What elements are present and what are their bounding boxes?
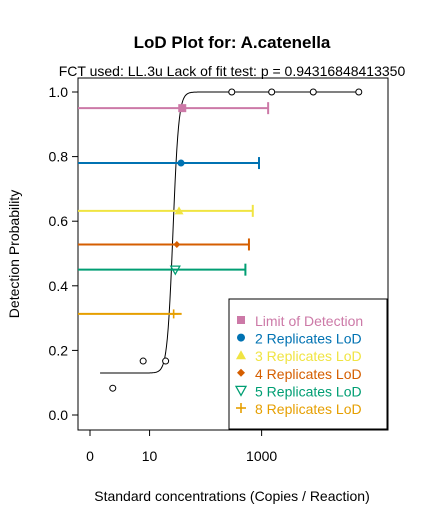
x-axis-title: Standard concentrations (Copies / Reacti… xyxy=(94,488,369,504)
observed-point xyxy=(162,357,170,365)
legend-marker-5 xyxy=(234,385,248,397)
plot-frame xyxy=(77,77,389,431)
y-tick-label: 0.0 xyxy=(49,407,69,423)
y-tick-label: 0.2 xyxy=(49,342,69,358)
lod-series-2-marker xyxy=(177,159,185,167)
legend-marker-4 xyxy=(237,368,245,377)
legend-box xyxy=(228,298,388,430)
y-axis: 0.0 0.2 0.4 0.6 0.8 1.0 xyxy=(49,84,78,423)
observed-point xyxy=(268,88,276,96)
legend-label-3: 3 Replicates LoD xyxy=(255,348,362,364)
lod-series-4-marker xyxy=(173,240,181,248)
lod-series-5-marker xyxy=(169,265,181,276)
observed-point xyxy=(228,88,236,96)
observed-point xyxy=(309,88,317,96)
x-tick-label: 1000 xyxy=(246,448,277,464)
y-axis-title: Detection Probability xyxy=(6,190,22,318)
y-tick-label: 0.6 xyxy=(49,213,69,229)
y-tick-label: 0.8 xyxy=(49,149,69,165)
y-tick-label: 1.0 xyxy=(49,84,69,100)
lod-series-1-marker xyxy=(178,104,187,113)
x-tick-label: 0 xyxy=(86,448,94,464)
chart-subtitle: FCT used: LL.3u Lack of fit test: p = 0.… xyxy=(59,63,406,79)
legend-marker-2 xyxy=(237,333,245,342)
lod-series-3-marker xyxy=(174,206,184,215)
x-tick-label: 10 xyxy=(142,448,158,464)
legend-label-4: 4 Replicates LoD xyxy=(255,366,362,382)
x-axis: 0 10 1000 xyxy=(86,430,277,464)
lod-series-layer xyxy=(78,102,270,319)
legend-label-2: 2 Replicates LoD xyxy=(255,331,362,347)
chart-title: LoD Plot for: A.catenella xyxy=(134,33,331,52)
legend-label-6: 8 Replicates LoD xyxy=(255,401,362,417)
legend-label-1: Limit of Detection xyxy=(255,313,363,329)
legend-label-5: 5 Replicates LoD xyxy=(255,383,362,399)
legend-marker-1 xyxy=(237,316,245,324)
observed-point xyxy=(139,357,147,365)
y-tick-label: 0.4 xyxy=(49,278,69,294)
lod-series-6-marker xyxy=(169,309,179,319)
observed-point xyxy=(355,88,363,96)
observed-point xyxy=(109,384,117,392)
legend-marker-6 xyxy=(236,403,246,413)
legend-marker-3 xyxy=(236,350,246,360)
